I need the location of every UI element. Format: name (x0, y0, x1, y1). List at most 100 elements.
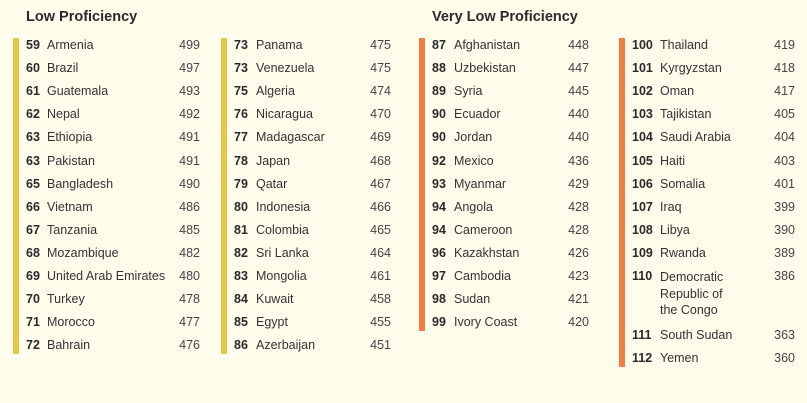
ranking-row: 99 Ivory Coast 420 (419, 315, 589, 332)
ranking-row: 79 Qatar 467 (221, 177, 391, 194)
ranking-row: 71 Morocco 477 (13, 315, 200, 332)
ranking-row: 82 Sri Lanka 464 (221, 246, 391, 263)
ranking-row: 106 Somalia 401 (619, 177, 795, 194)
country-name: Rwanda (660, 245, 706, 260)
proficiency-score: 436 (568, 153, 589, 168)
country-name: Qatar (256, 176, 288, 191)
ranking-row: 94 Cameroon 428 (419, 223, 589, 240)
ranking-row: 76 Nicaragua 470 (221, 107, 391, 124)
section-color-bar (221, 38, 227, 355)
country-name: Panama (256, 38, 303, 52)
country-name: Tajikistan (660, 107, 712, 122)
proficiency-score: 475 (370, 61, 391, 76)
rank-number: 78 (234, 153, 248, 168)
ranking-row: 80 Indonesia 466 (221, 200, 391, 217)
ranking-row: 61 Guatemala 493 (13, 84, 200, 101)
proficiency-score: 426 (568, 245, 589, 260)
country-name: Tanzania (47, 222, 98, 237)
rank-number: 71 (26, 315, 40, 330)
country-name: Madagascar (256, 130, 325, 145)
rank-number: 82 (234, 245, 248, 260)
country-name: Mozambique (47, 245, 119, 260)
ranking-row: 101 Kyrgyzstan 418 (619, 61, 795, 78)
ranking-row: 73 Venezuela 475 (221, 61, 391, 78)
proficiency-score: 447 (568, 61, 589, 76)
ranking-row: 90 Jordan 440 (419, 130, 589, 147)
proficiency-score: 455 (370, 315, 391, 330)
proficiency-score: 428 (568, 222, 589, 237)
rank-number: 92 (432, 153, 446, 168)
rank-number: 93 (432, 176, 446, 191)
rank-number: 80 (234, 199, 248, 214)
ranking-row: 77 Madagascar 469 (221, 130, 391, 147)
country-name: Jordan (454, 130, 493, 145)
country-name: Guatemala (47, 84, 109, 99)
rank-number: 66 (26, 199, 40, 214)
proficiency-score: 417 (774, 84, 795, 99)
ranking-row: 66 Vietnam 486 (13, 200, 200, 217)
proficiency-score: 386 (774, 269, 795, 283)
rank-number: 103 (632, 107, 653, 122)
ranking-row: 84 Kuwait 458 (221, 292, 391, 309)
country-name: United Arab Emirates (47, 269, 166, 283)
proficiency-score: 492 (179, 107, 200, 122)
country-name: Afghanistan (454, 38, 521, 52)
rank-number: 75 (234, 84, 248, 99)
rank-number: 63 (26, 130, 40, 145)
section-color-bar (419, 38, 425, 332)
rank-number: 73 (234, 38, 248, 52)
rank-number: 90 (432, 130, 446, 145)
proficiency-score: 491 (179, 130, 200, 145)
rank-number: 100 (632, 38, 653, 52)
ranking-row: 111 South Sudan 363 (619, 328, 795, 345)
proficiency-score: 451 (370, 338, 391, 353)
proficiency-score: 490 (179, 176, 200, 191)
ranking-row: 104 Saudi Arabia 404 (619, 130, 795, 147)
country-name: Vietnam (47, 199, 93, 214)
rank-number: 108 (632, 222, 653, 237)
proficiency-score: 399 (774, 199, 795, 214)
ranking-row: 94 Angola 428 (419, 200, 589, 217)
rank-number: 96 (432, 245, 446, 260)
country-name: Pakistan (47, 153, 95, 168)
rank-number: 101 (632, 61, 653, 76)
proficiency-score: 493 (179, 84, 200, 99)
proficiency-score: 474 (370, 84, 391, 99)
proficiency-score: 482 (179, 245, 200, 260)
ranking-row: 86 Azerbaijan 451 (221, 338, 391, 355)
country-name: Myanmar (454, 176, 507, 191)
country-name: Egypt (256, 315, 288, 330)
ranking-row: 89 Syria 445 (419, 84, 589, 101)
country-name: Bangladesh (47, 176, 114, 191)
ranking-row: 103 Tajikistan 405 (619, 107, 795, 124)
country-name: Ivory Coast (454, 315, 518, 330)
rank-number: 63 (26, 153, 40, 168)
rank-number: 68 (26, 245, 40, 260)
country-name: Bahrain (47, 338, 91, 353)
proficiency-score: 390 (774, 222, 795, 237)
ranking-row: 97 Cambodia 423 (419, 269, 589, 286)
ranking-row: 68 Mozambique 482 (13, 246, 200, 263)
rank-number: 111 (632, 327, 652, 342)
rank-number: 84 (234, 292, 248, 307)
country-name: Democratic Republic of the Congo (660, 270, 724, 317)
country-name: Nicaragua (256, 107, 313, 122)
proficiency-score: 440 (568, 107, 589, 122)
rank-number: 69 (26, 269, 40, 283)
proficiency-score: 448 (568, 38, 589, 52)
proficiency-score: 428 (568, 199, 589, 214)
country-name: Sudan (454, 292, 491, 307)
rank-number: 81 (234, 222, 248, 237)
proficiency-score: 389 (774, 245, 795, 260)
country-name: Nepal (47, 107, 80, 122)
rank-number: 112 (632, 350, 653, 365)
rank-number: 60 (26, 61, 40, 76)
rank-number: 88 (432, 61, 446, 76)
country-name: Cameroon (454, 222, 513, 237)
country-name: Algeria (256, 84, 295, 99)
ranking-row: 92 Mexico 436 (419, 154, 589, 171)
rank-number: 87 (432, 38, 446, 52)
ranking-row: 93 Myanmar 429 (419, 177, 589, 194)
rank-number: 104 (632, 130, 653, 145)
proficiency-score: 485 (179, 222, 200, 237)
